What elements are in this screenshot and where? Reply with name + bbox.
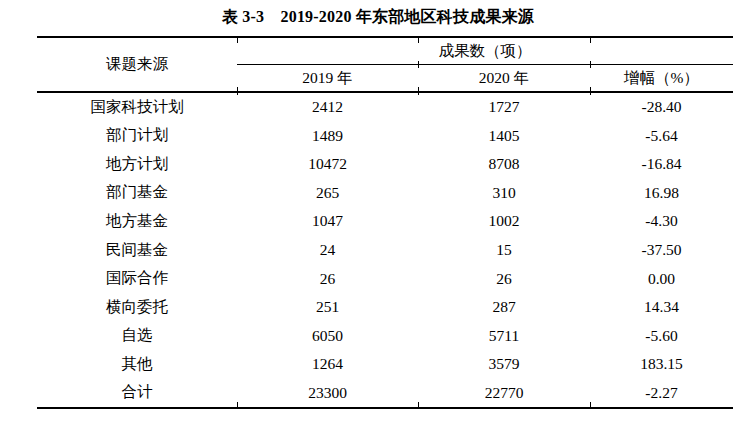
value-growth: 14.34 bbox=[590, 293, 733, 322]
value-2019: 1047 bbox=[237, 207, 418, 236]
table-row: 其他 1264 3579 183.15 bbox=[37, 350, 733, 379]
value-2019: 23300 bbox=[237, 378, 418, 407]
value-2020: 8708 bbox=[418, 150, 590, 179]
header-growth-pct: 增幅（%） bbox=[590, 65, 733, 91]
value-2019: 251 bbox=[237, 293, 418, 322]
column-border-tick bbox=[237, 38, 239, 43]
value-2019: 6050 bbox=[237, 321, 418, 350]
column-border-tick bbox=[590, 61, 592, 68]
row-label: 国家科技计划 bbox=[37, 93, 237, 122]
value-2019: 2412 bbox=[237, 93, 418, 122]
column-border-tick bbox=[590, 402, 592, 407]
table-row: 国家科技计划 2412 1727 -28.40 bbox=[37, 93, 733, 122]
value-growth: -5.64 bbox=[590, 122, 733, 151]
column-border-tick bbox=[237, 87, 239, 95]
header-right-group: 成果数（项） 2019 年 2020 年 增幅（%） bbox=[237, 38, 733, 91]
column-border-tick bbox=[590, 38, 592, 43]
header-year-2019: 2019 年 bbox=[237, 65, 418, 91]
value-growth: -4.30 bbox=[590, 207, 733, 236]
row-label: 自选 bbox=[37, 321, 237, 350]
value-growth: 16.98 bbox=[590, 179, 733, 208]
value-growth: -2.27 bbox=[590, 378, 733, 407]
row-label: 合计 bbox=[37, 378, 237, 407]
column-border-tick bbox=[590, 87, 592, 95]
row-label: 国际合作 bbox=[37, 264, 237, 293]
table-row: 地方计划 10472 8708 -16.84 bbox=[37, 150, 733, 179]
value-growth: 0.00 bbox=[590, 264, 733, 293]
row-label: 其他 bbox=[37, 350, 237, 379]
table-title: 表 3-3 2019-2020 年东部地区科技成果来源 bbox=[0, 7, 756, 28]
table-body: 国家科技计划 2412 1727 -28.40 部门计划 1489 1405 -… bbox=[37, 93, 733, 407]
table-row: 部门基金 265 310 16.98 bbox=[37, 179, 733, 208]
table-row: 国际合作 26 26 0.00 bbox=[37, 264, 733, 293]
table-row: 自选 6050 5711 -5.60 bbox=[37, 321, 733, 350]
header-topic-source: 课题来源 bbox=[37, 38, 237, 91]
table-row: 横向委托 251 287 14.34 bbox=[37, 293, 733, 322]
column-border-tick bbox=[237, 402, 239, 407]
table-row: 部门计划 1489 1405 -5.64 bbox=[37, 122, 733, 151]
value-2020: 3579 bbox=[418, 350, 590, 379]
value-2020: 1727 bbox=[418, 93, 590, 122]
row-label: 地方基金 bbox=[37, 207, 237, 236]
table-row: 合计 23300 22770 -2.27 bbox=[37, 378, 733, 407]
value-growth: -28.40 bbox=[590, 93, 733, 122]
value-growth: -16.84 bbox=[590, 150, 733, 179]
header-results-count-span: 成果数（项） bbox=[237, 38, 733, 65]
column-border-tick bbox=[418, 61, 420, 68]
value-growth: -37.50 bbox=[590, 236, 733, 265]
column-border-tick bbox=[418, 87, 420, 95]
row-label: 地方计划 bbox=[37, 150, 237, 179]
column-border-tick bbox=[418, 38, 420, 43]
column-border-tick bbox=[418, 402, 420, 407]
table-row: 民间基金 24 15 -37.50 bbox=[37, 236, 733, 265]
table-header: 课题来源 成果数（项） 2019 年 2020 年 增幅（%） bbox=[37, 38, 733, 93]
value-2019: 24 bbox=[237, 236, 418, 265]
value-growth: -5.60 bbox=[590, 321, 733, 350]
table-row: 地方基金 1047 1002 -4.30 bbox=[37, 207, 733, 236]
header-year-2020: 2020 年 bbox=[418, 65, 590, 91]
value-growth: 183.15 bbox=[590, 350, 733, 379]
value-2020: 26 bbox=[418, 264, 590, 293]
value-2020: 5711 bbox=[418, 321, 590, 350]
row-label: 横向委托 bbox=[37, 293, 237, 322]
statistics-table: 课题来源 成果数（项） 2019 年 2020 年 增幅（%） 国家科技计划 2… bbox=[37, 36, 733, 409]
row-label: 民间基金 bbox=[37, 236, 237, 265]
row-label: 部门基金 bbox=[37, 179, 237, 208]
value-2019: 1264 bbox=[237, 350, 418, 379]
value-2019: 1489 bbox=[237, 122, 418, 151]
value-2020: 310 bbox=[418, 179, 590, 208]
value-2019: 10472 bbox=[237, 150, 418, 179]
value-2020: 1405 bbox=[418, 122, 590, 151]
value-2020: 15 bbox=[418, 236, 590, 265]
value-2020: 287 bbox=[418, 293, 590, 322]
value-2019: 26 bbox=[237, 264, 418, 293]
value-2019: 265 bbox=[237, 179, 418, 208]
value-2020: 1002 bbox=[418, 207, 590, 236]
value-2020: 22770 bbox=[418, 378, 590, 407]
row-label: 部门计划 bbox=[37, 122, 237, 151]
header-sub-row: 2019 年 2020 年 增幅（%） bbox=[237, 65, 733, 91]
